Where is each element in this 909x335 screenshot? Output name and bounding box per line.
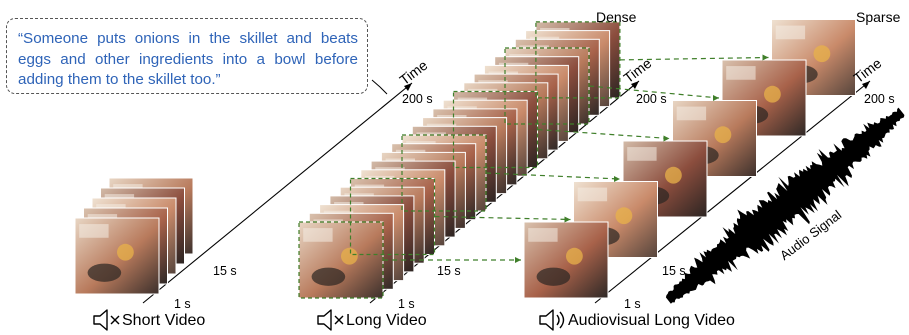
tick-1s-long: 1 s <box>398 297 415 311</box>
speaker-muted-icon <box>93 309 120 331</box>
audiovisual-long-video-caption: Audiovisual Long Video <box>568 312 735 329</box>
bubble-pointer <box>371 79 388 95</box>
audio-waveform <box>665 107 905 304</box>
audiovisual-frame <box>523 221 609 299</box>
dense-to-sparse-arrow <box>762 54 769 61</box>
tick-200s-short: 200 s <box>402 92 433 106</box>
time-axis-short <box>142 82 413 304</box>
tick-15s-long: 15 s <box>437 264 461 278</box>
audiovisual-frame <box>672 100 757 177</box>
dense-to-sparse-link <box>619 56 769 61</box>
dense-to-sparse-arrow <box>663 135 670 142</box>
tick-15s-av: 15 s <box>662 264 686 278</box>
short-video-frame <box>74 217 160 295</box>
caption-text: “Someone puts onions in the skillet and … <box>18 30 358 88</box>
sparse-label: Sparse <box>856 9 901 25</box>
dense-to-sparse-arrow <box>713 95 719 101</box>
tick-1s-av: 1 s <box>624 297 641 311</box>
dense-to-sparse-arrow <box>564 216 571 223</box>
long-video-caption: Long Video <box>346 312 427 329</box>
tick-15s-short: 15 s <box>213 264 237 278</box>
tick-200s-av: 200 s <box>864 92 895 106</box>
dense-to-sparse-link <box>588 85 720 99</box>
time-axis-arrow-long <box>631 81 639 89</box>
caption-bubble <box>6 18 368 94</box>
time-axis-arrow-av <box>862 81 870 89</box>
dense-label: Dense <box>596 9 637 25</box>
speaker-sound-icon <box>539 309 565 331</box>
long-video-frame <box>298 221 384 299</box>
short-video-caption: Short Video <box>122 312 206 329</box>
dense-to-sparse-link <box>485 172 621 180</box>
speaker-muted-icon <box>317 309 344 331</box>
dense-to-sparse-arrow <box>515 257 521 263</box>
dense-to-sparse-link <box>434 215 571 221</box>
dense-to-sparse-arrow <box>614 176 620 182</box>
tick-200s-long: 200 s <box>636 92 667 106</box>
time-axis-arrow-short <box>404 83 412 91</box>
time-axis-av <box>594 80 871 304</box>
dense-to-sparse-link <box>537 128 670 140</box>
tick-1s-short: 1 s <box>174 297 191 311</box>
